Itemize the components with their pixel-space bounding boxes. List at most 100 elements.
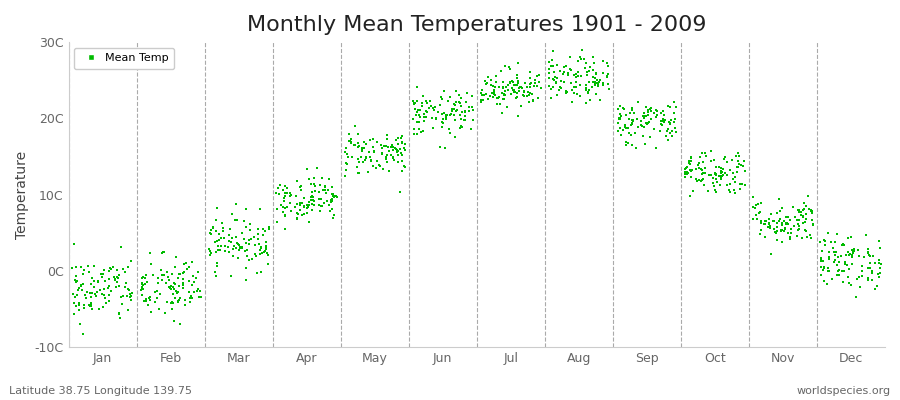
Point xyxy=(248,251,262,257)
Point xyxy=(296,211,310,217)
Point xyxy=(338,166,353,173)
Point xyxy=(290,201,304,208)
Point xyxy=(374,141,388,148)
Point xyxy=(492,84,507,90)
Point xyxy=(489,73,503,80)
Point xyxy=(114,244,129,250)
Point xyxy=(135,285,149,291)
Point xyxy=(76,331,90,338)
Point xyxy=(612,116,626,122)
Point xyxy=(244,236,258,242)
Point xyxy=(162,284,176,290)
Point xyxy=(424,102,438,109)
Point xyxy=(506,87,520,94)
Point xyxy=(229,234,243,240)
Point xyxy=(778,226,792,232)
Point xyxy=(238,240,253,246)
Point xyxy=(698,164,713,171)
Point xyxy=(300,202,314,209)
Point xyxy=(447,117,462,123)
Point xyxy=(84,281,98,288)
Point xyxy=(845,246,859,253)
Point xyxy=(496,84,510,91)
Point xyxy=(586,79,600,85)
Point xyxy=(278,183,293,189)
Point xyxy=(410,107,425,113)
Point xyxy=(256,232,270,238)
Point xyxy=(725,176,740,182)
Point xyxy=(634,122,649,128)
Point xyxy=(655,117,670,124)
Point xyxy=(297,203,311,210)
Point xyxy=(649,107,663,114)
Point xyxy=(458,113,473,119)
Point xyxy=(183,295,197,301)
Point xyxy=(625,120,639,126)
Point xyxy=(852,284,867,290)
Point xyxy=(723,167,737,173)
Point xyxy=(817,265,832,272)
Point xyxy=(497,96,511,102)
Point xyxy=(324,197,338,203)
Point xyxy=(150,288,165,294)
Point xyxy=(682,158,697,164)
Point xyxy=(387,157,401,163)
Point xyxy=(738,167,752,174)
Point xyxy=(237,236,251,242)
Point xyxy=(180,266,194,272)
Point xyxy=(585,83,599,90)
Point xyxy=(372,162,386,168)
Point xyxy=(816,257,831,264)
Point xyxy=(502,79,517,85)
Point xyxy=(514,102,528,109)
Point xyxy=(861,264,876,271)
Point xyxy=(139,296,153,302)
Point xyxy=(644,108,658,114)
Point xyxy=(318,183,332,189)
Point xyxy=(509,82,524,88)
Point xyxy=(260,250,274,256)
Point xyxy=(137,298,151,304)
Point xyxy=(726,187,741,193)
Point xyxy=(505,78,519,84)
Point xyxy=(514,84,528,90)
Point xyxy=(579,81,593,88)
Point xyxy=(179,260,194,266)
Point xyxy=(391,134,405,141)
Point xyxy=(108,284,122,291)
Point xyxy=(510,60,525,67)
Point xyxy=(715,169,729,175)
Point xyxy=(164,286,178,292)
Point xyxy=(613,111,627,117)
Point xyxy=(682,160,697,167)
Point xyxy=(573,56,588,62)
Point xyxy=(611,106,625,112)
Point xyxy=(590,77,605,83)
Point xyxy=(258,247,273,254)
Point xyxy=(794,212,808,218)
Point xyxy=(291,211,305,217)
Point xyxy=(138,281,152,288)
Point xyxy=(394,139,409,146)
Point xyxy=(488,84,502,90)
Point xyxy=(658,117,672,123)
Point xyxy=(284,192,299,198)
Point xyxy=(499,63,513,70)
Point xyxy=(396,162,410,169)
Point xyxy=(862,265,877,271)
Point xyxy=(85,306,99,312)
Point xyxy=(731,158,745,164)
Point xyxy=(228,216,242,223)
Point xyxy=(370,139,384,145)
Point xyxy=(831,254,845,260)
Point xyxy=(429,116,444,122)
Point xyxy=(842,252,856,258)
Point xyxy=(439,115,454,122)
Point xyxy=(629,115,643,122)
Point xyxy=(112,315,127,321)
Point xyxy=(613,125,627,131)
Point xyxy=(304,194,319,200)
Point xyxy=(611,119,625,126)
Point xyxy=(637,110,652,116)
Point xyxy=(108,276,122,283)
